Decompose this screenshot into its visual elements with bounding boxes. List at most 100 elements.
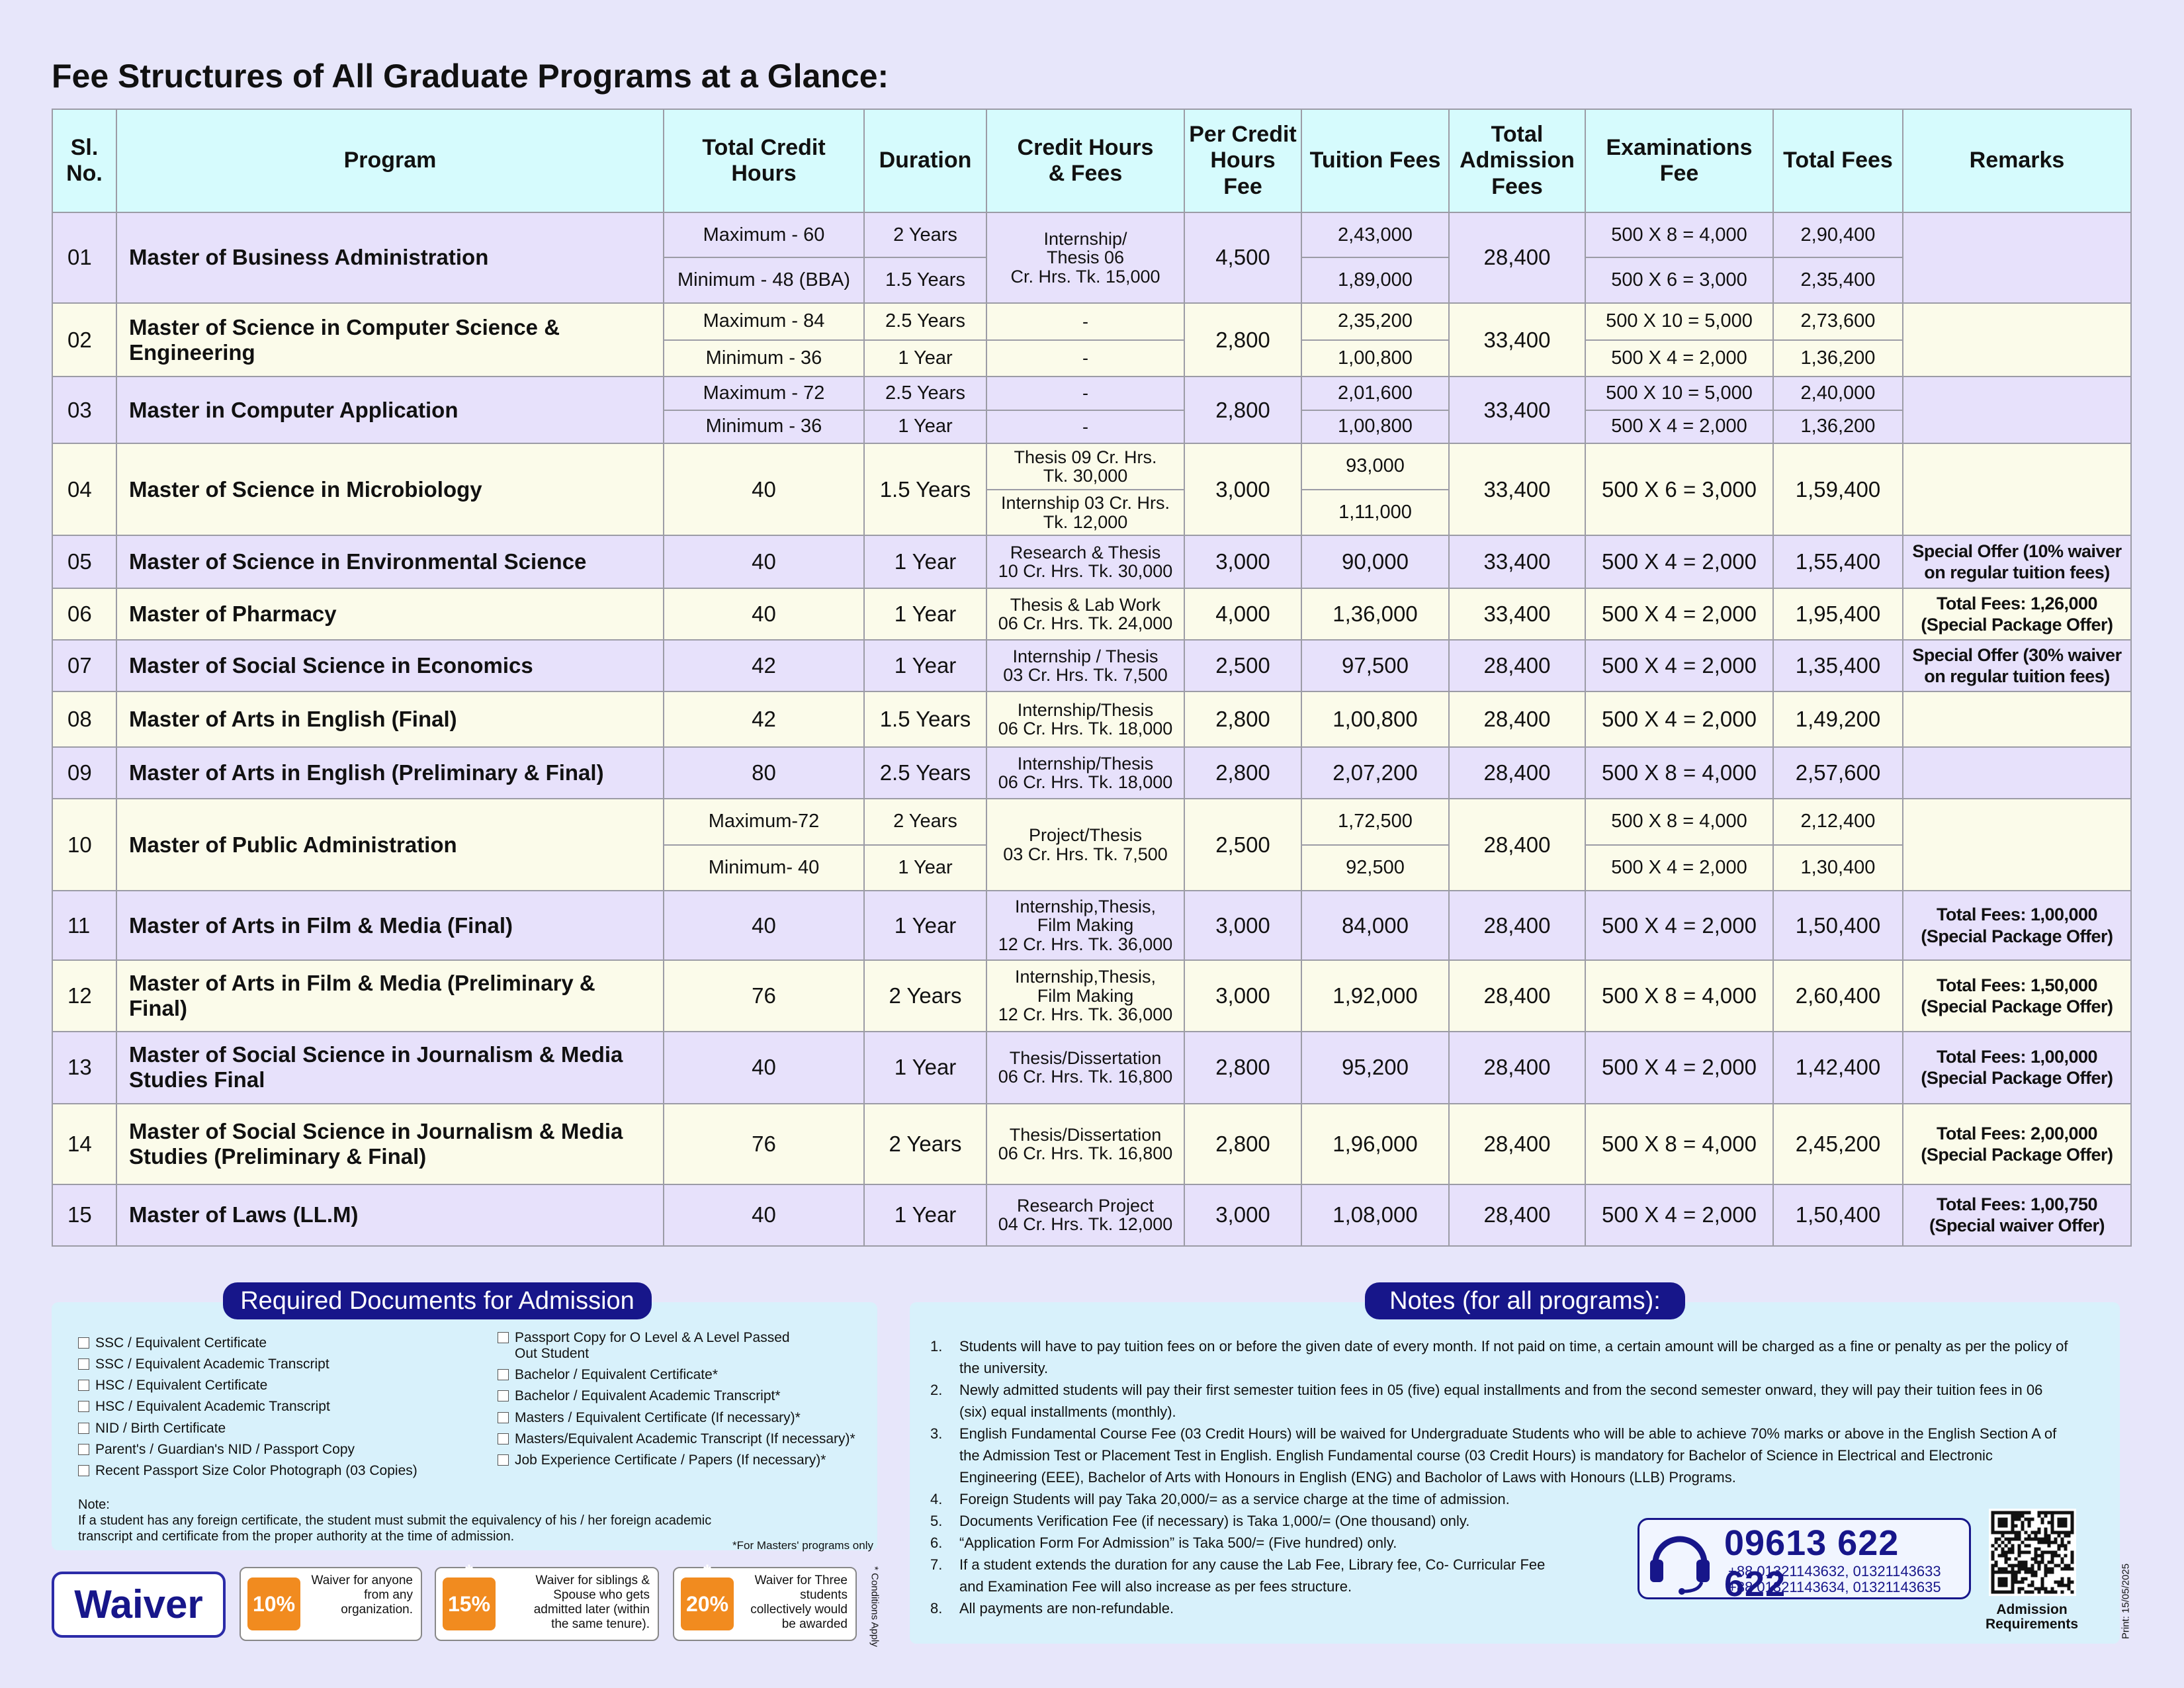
qr-cell [1997,1531,2001,1534]
footnote: *For Masters' programs only [732,1539,873,1552]
admission-cell: 28,400 [1448,1184,1586,1247]
qr-cell [2027,1537,2031,1541]
qr-cell [2064,1517,2068,1521]
total-cell: 2,35,400 [1772,257,1903,304]
qr-cell [2070,1557,2074,1561]
note-item: 4. Foreign Students will pay Taka 20,000/… [930,1488,2068,1510]
qr-cell [2037,1590,2041,1594]
qr-cell [2004,1531,2008,1534]
qr-cell [2070,1550,2074,1554]
qr-cell [2031,1564,2034,1568]
total-cell: 1,50,400 [1772,1184,1903,1247]
credit-fees-cell: - [986,339,1185,378]
credit-hours-cell: 40 [663,1030,865,1105]
qr-cell [1994,1537,1998,1541]
remarks-cell: Total Fees: 2,00,000 (Special Package Of… [1902,1103,2132,1186]
duration-cell: 2.5 Years [863,302,987,341]
qr-cell [2011,1524,2015,1528]
qr-cell [2014,1531,2018,1534]
qr-cell [2057,1564,2061,1568]
tuition-cell: 84,000 [1301,890,1450,961]
remarks-cell: Special Offer (30% waiver on regular tui… [1902,639,2132,693]
header-cell: Credit Hours & Fees [986,109,1185,213]
tuition-cell: 2,01,600 [1301,376,1450,411]
qr-cell [2017,1567,2021,1571]
qr-cell [2064,1531,2068,1534]
qr-cell [2040,1550,2044,1554]
total-cell: 2,60,400 [1772,959,1903,1032]
qr-cell [2017,1587,2021,1591]
qr-cell [2017,1517,2021,1521]
waiver-percent: 15% [447,1592,491,1616]
qr-cell [2047,1511,2051,1515]
qr-cell [2054,1564,2058,1568]
qr-cell [2011,1537,2015,1541]
document-item: Bachelor / Equivalent Certificate* [498,1367,868,1383]
qr-cell [2047,1560,2051,1564]
qr-cell [2050,1511,2054,1515]
note-number: 1. [930,1338,943,1355]
sl-cell: 04 [52,443,117,537]
qr-cell [2060,1544,2064,1548]
sl-cell: 07 [52,639,117,693]
qr-cell [2034,1570,2038,1574]
documents-panel [52,1302,877,1550]
note-item: 3. English Fundamental Course Fee (03 Cre… [930,1423,2068,1488]
qr-cell [2031,1570,2034,1574]
qr-cell [2034,1537,2038,1541]
program-cell: Master of Science in Environmental Scien… [116,535,664,590]
qr-cell [1997,1570,2001,1574]
qr-cell [2027,1550,2031,1554]
document-item: HSC / Equivalent Academic Transcript [78,1399,488,1415]
qr-cell [2050,1514,2054,1518]
credit-fees-cell: Project/Thesis 03 Cr. Hrs. Tk. 7,500 [986,798,1185,892]
qr-cell [2054,1537,2058,1541]
note-text: If a student extends the duration for an… [959,1556,1546,1595]
program-cell: Master of Science in Microbiology [116,443,664,537]
total-cell: 1,95,400 [1772,588,1903,641]
qr-cell [2067,1587,2071,1591]
qr-cell [2031,1557,2034,1561]
qr-cell [2064,1583,2068,1587]
qr-cell [2044,1511,2048,1515]
qr-cell [2031,1583,2034,1587]
credit-hours-cell: Minimum - 48 (BBA) [663,257,865,304]
print-date: Print: 15/05/2025 [2120,1563,2132,1640]
document-item: SSC / Equivalent Certificate [78,1335,488,1351]
admission-cell: 28,400 [1448,890,1586,961]
qr-cell [2060,1583,2064,1587]
waiver-text: Waiver for anyone from any organization. [311,1574,413,1617]
qr-cell [1994,1570,1998,1574]
qr-cell [2037,1537,2041,1541]
duration-cell: 2 Years [863,959,987,1032]
admission-cell: 28,400 [1448,959,1586,1032]
qr-cell [2004,1583,2008,1587]
total-cell: 1,59,400 [1772,443,1903,537]
header-cell: Tuition Fees [1301,109,1450,213]
total-cell: 1,49,200 [1772,691,1903,748]
credit-hours-cell: 80 [663,746,865,800]
qr-cell [2014,1580,2018,1584]
document-item: Job Experience Certificate / Papers (If … [498,1452,868,1468]
qr-cell [2044,1574,2048,1577]
program-cell: Master of Laws (LL.M) [116,1184,664,1247]
qr-cell [2044,1527,2048,1531]
qr-cell [2001,1570,2005,1574]
qr-cell [2070,1517,2074,1521]
qr-cell [2017,1580,2021,1584]
qr-cell [2057,1554,2061,1558]
table-row: 09 Master of Arts in English (Preliminary… [52,746,2132,800]
tuition-cell: 1,00,800 [1301,691,1450,748]
qr-cell [1991,1517,1995,1521]
qr-cell [2060,1540,2064,1544]
qr-cell [2057,1531,2061,1534]
qr-cell [2004,1557,2008,1561]
qr-cell [2060,1524,2064,1528]
qr-cell [2044,1537,2048,1541]
contact-box: 09613 622 622 +88 01321143632, 013211436… [1638,1518,1971,1604]
fee-table: Sl. No. Program Total Credit Hours Duration… [52,109,2132,1247]
sl-cell: 08 [52,691,117,748]
program-cell: Master of Social Science in Journalism &… [116,1030,664,1105]
qr-cell [2057,1524,2061,1528]
qr-cell [2001,1534,2005,1538]
